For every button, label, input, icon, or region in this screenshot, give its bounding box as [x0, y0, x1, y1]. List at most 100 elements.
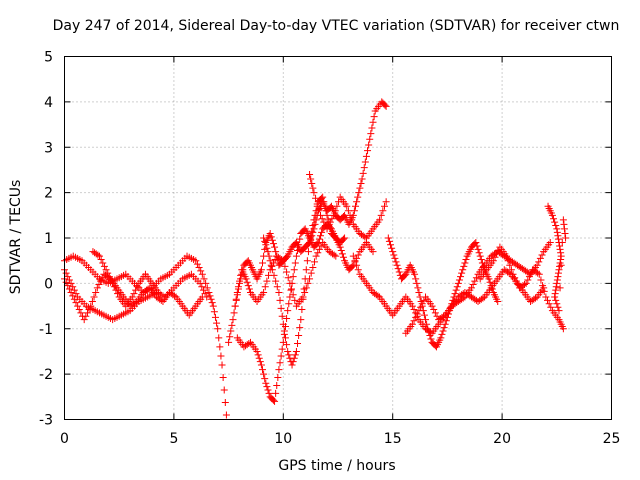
data-point: [276, 359, 284, 367]
data-point: [263, 244, 271, 252]
data-point: [300, 285, 308, 293]
data-point: [507, 266, 515, 274]
data-point: [271, 243, 279, 251]
data-point: [388, 244, 396, 252]
data-point: [554, 232, 562, 240]
data-point: [231, 302, 239, 310]
data-point: [213, 319, 221, 327]
data-point: [556, 262, 564, 270]
data-point: [209, 302, 217, 310]
data-point: [261, 237, 269, 245]
data-point: [420, 296, 428, 304]
data-point: [354, 193, 362, 201]
data-point: [478, 259, 486, 267]
data-point: [512, 277, 520, 285]
data-point: [95, 281, 103, 289]
data-point: [265, 389, 273, 397]
series-track-b: [61, 266, 211, 324]
data-point: [310, 258, 318, 266]
data-point: [64, 282, 72, 290]
data-point: [361, 233, 369, 241]
data-point: [461, 259, 469, 267]
data-point: [479, 294, 487, 302]
data-point: [451, 290, 459, 298]
data-point: [272, 277, 280, 285]
data-point: [390, 251, 398, 259]
data-point: [114, 290, 122, 298]
data-point: [316, 211, 324, 219]
data-point: [283, 268, 291, 276]
data-point: [196, 279, 204, 287]
data-point: [82, 312, 90, 320]
data-point: [415, 288, 423, 296]
data-point: [265, 252, 273, 260]
data-point: [289, 291, 297, 299]
data-point: [281, 334, 289, 342]
data-point: [275, 288, 283, 296]
data-point: [555, 307, 563, 315]
data-point: [100, 262, 108, 270]
data-point: [535, 258, 543, 266]
data-point: [502, 252, 510, 260]
data-point: [560, 225, 568, 233]
data-point: [267, 261, 275, 269]
data-point: [358, 175, 366, 183]
data-point: [93, 284, 101, 292]
data-point: [290, 354, 298, 362]
series-track-n: [544, 202, 570, 315]
data-point: [255, 354, 263, 362]
data-point: [395, 268, 403, 276]
data-point: [268, 262, 276, 270]
data-point: [80, 316, 88, 324]
data-point: [320, 218, 328, 226]
data-point: [552, 283, 560, 291]
data-point: [430, 305, 438, 313]
data-point: [540, 287, 548, 295]
data-point: [387, 241, 395, 249]
data-point: [521, 281, 529, 289]
data-point: [389, 248, 397, 256]
data-point: [339, 235, 347, 243]
x-tick-label: 15: [384, 431, 402, 447]
data-point: [556, 245, 564, 253]
data-point: [284, 274, 292, 282]
data-point: [102, 266, 110, 274]
data-point: [313, 200, 321, 208]
data-point: [366, 135, 374, 143]
data-point: [310, 216, 318, 224]
data-point: [553, 300, 561, 308]
data-point: [552, 222, 560, 230]
data-point: [341, 234, 349, 242]
data-point: [229, 316, 237, 324]
data-point: [337, 246, 345, 254]
y-tick-labels: -3 -2 -1 0 1 2 3 4 5: [39, 50, 53, 429]
data-point: [198, 270, 206, 278]
data-point: [379, 207, 387, 215]
data-point: [428, 302, 436, 310]
data-points: [61, 98, 570, 419]
data-point: [287, 286, 295, 294]
x-tick-label: 10: [274, 431, 292, 447]
data-point: [473, 242, 481, 250]
data-point: [87, 302, 95, 310]
data-point: [299, 295, 307, 303]
data-point: [192, 257, 200, 265]
data-point: [494, 246, 502, 254]
data-point: [554, 303, 562, 311]
data-point: [273, 381, 281, 389]
data-point: [112, 286, 120, 294]
data-point: [554, 269, 562, 277]
data-point: [418, 300, 426, 308]
data-point: [309, 228, 317, 236]
data-point: [369, 118, 377, 126]
data-point: [263, 383, 271, 391]
data-point: [303, 257, 311, 265]
y-tick-label: 1: [44, 231, 53, 247]
data-point: [266, 229, 274, 237]
data-point: [425, 328, 433, 336]
data-point: [412, 275, 420, 283]
data-point: [245, 285, 253, 293]
data-point: [360, 164, 368, 172]
data-point: [422, 316, 430, 324]
data-point: [554, 235, 562, 243]
